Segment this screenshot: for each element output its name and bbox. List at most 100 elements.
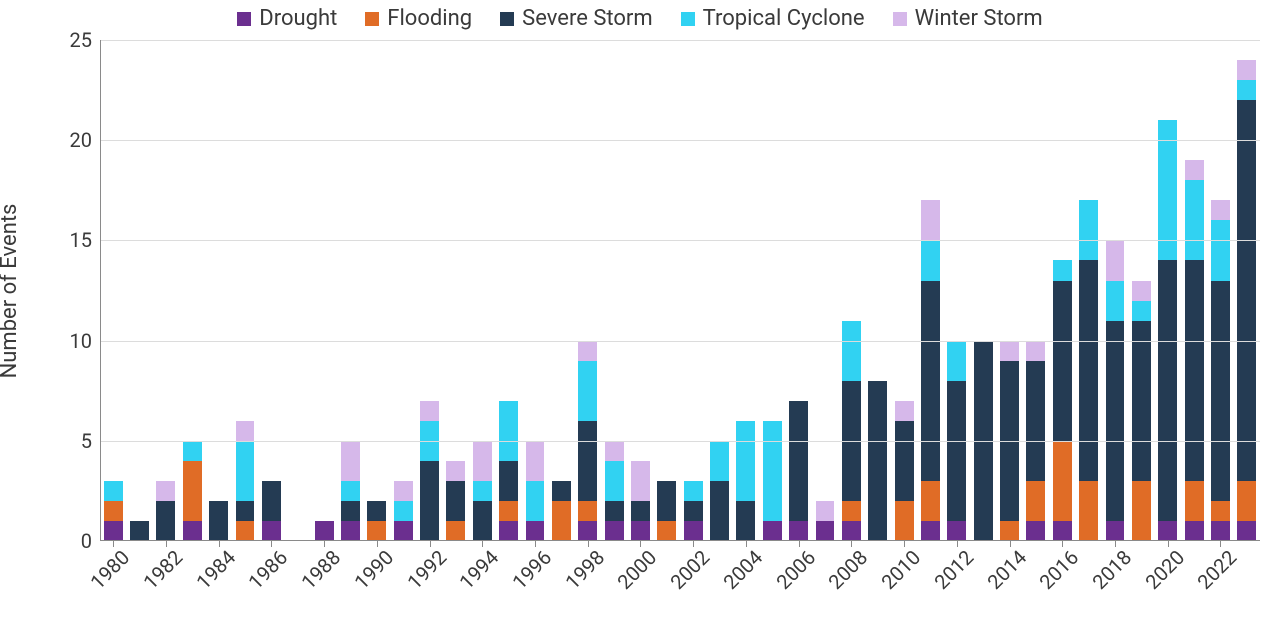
x-tick-label: 1990 [345, 541, 398, 594]
bar-segment-severe_storm [921, 281, 940, 481]
gridline [100, 341, 1260, 342]
y-axis-title: Number of Events [0, 203, 22, 378]
bar-segment-winter_storm [473, 441, 492, 481]
x-tick-mark [1010, 541, 1011, 547]
bar-segment-flooding [1000, 521, 1019, 541]
bar-segment-severe_storm [1158, 260, 1177, 521]
bar-2010 [895, 401, 914, 541]
bar-1991 [394, 481, 413, 541]
bar-1988 [315, 521, 334, 541]
bar-segment-severe_storm [710, 481, 729, 541]
x-tick-mark [1168, 541, 1169, 547]
legend-label: Flooding [387, 6, 472, 31]
x-tick-mark [957, 541, 958, 547]
x-tick-mark [377, 541, 378, 547]
bar-1981 [130, 521, 149, 541]
bar-segment-severe_storm [367, 501, 386, 521]
bar-2005 [763, 421, 782, 541]
bar-segment-flooding [367, 521, 386, 541]
bar-segment-drought [921, 521, 940, 541]
bar-segment-tropical_cyclone [1053, 260, 1072, 280]
bar-segment-winter_storm [446, 461, 465, 481]
bar-2019 [1132, 280, 1151, 541]
plot-area: 0510152025198019821984198619881990199219… [100, 40, 1260, 541]
bar-segment-drought [1106, 521, 1125, 541]
x-tick-label: 2014 [978, 541, 1031, 594]
bar-2003 [710, 441, 729, 541]
bar-1992 [420, 401, 439, 541]
bar-segment-severe_storm [1106, 321, 1125, 521]
bar-segment-tropical_cyclone [710, 441, 729, 481]
bar-segment-severe_storm [1185, 260, 1204, 480]
bar-2000 [631, 461, 650, 541]
bar-1993 [446, 461, 465, 541]
bar-segment-severe_storm [947, 381, 966, 521]
bar-1994 [473, 441, 492, 541]
x-tick-label: 1982 [134, 541, 187, 594]
bar-segment-winter_storm [921, 200, 940, 240]
bar-segment-tropical_cyclone [1106, 281, 1125, 321]
legend-swatch [365, 12, 379, 26]
x-tick-label: 2000 [609, 541, 662, 594]
bar-segment-tropical_cyclone [1237, 80, 1256, 100]
bar-segment-severe_storm [684, 501, 703, 521]
bar-segment-tropical_cyclone [684, 481, 703, 501]
y-tick-label: 10 [70, 329, 100, 353]
bar-segment-drought [262, 521, 281, 541]
bar-segment-tropical_cyclone [526, 481, 545, 521]
bar-2018 [1106, 240, 1125, 541]
bar-segment-winter_storm [578, 341, 597, 361]
bar-segment-severe_storm [1026, 361, 1045, 481]
bar-segment-drought [605, 521, 624, 541]
x-tick-mark [640, 541, 641, 547]
bar-segment-winter_storm [816, 501, 835, 521]
x-tick-label: 2006 [767, 541, 820, 594]
x-tick-label: 1984 [187, 541, 240, 594]
bar-1982 [156, 481, 175, 541]
x-tick-label: 2016 [1030, 541, 1083, 594]
x-tick-mark [746, 541, 747, 547]
bar-segment-winter_storm [1026, 341, 1045, 361]
bar-segment-tropical_cyclone [1211, 220, 1230, 280]
bar-2022 [1211, 200, 1230, 541]
bar-segment-drought [315, 521, 334, 541]
x-tick-label: 2022 [1189, 541, 1242, 594]
x-tick-mark [324, 541, 325, 547]
bar-segment-drought [842, 521, 861, 541]
bar-segment-drought [1237, 521, 1256, 541]
x-tick-mark [1115, 541, 1116, 547]
bar-2006 [789, 401, 808, 541]
bar-1995 [499, 401, 518, 541]
bar-segment-tropical_cyclone [394, 501, 413, 521]
bar-segment-severe_storm [1237, 100, 1256, 481]
bar-segment-flooding [446, 521, 465, 541]
bar-segment-winter_storm [156, 481, 175, 501]
bar-segment-flooding [1026, 481, 1045, 521]
bar-segment-tropical_cyclone [1079, 200, 1098, 260]
bar-segment-winter_storm [236, 421, 255, 441]
bar-segment-severe_storm [631, 501, 650, 521]
bar-segment-tropical_cyclone [236, 441, 255, 501]
bar-segment-flooding [657, 521, 676, 541]
bar-segment-tropical_cyclone [763, 421, 782, 521]
bar-segment-flooding [183, 461, 202, 521]
bar-segment-winter_storm [1185, 160, 1204, 180]
legend-label: Drought [259, 6, 337, 31]
bar-segment-flooding [236, 521, 255, 541]
x-tick-mark [1062, 541, 1063, 547]
bar-segment-severe_storm [1053, 281, 1072, 441]
bar-segment-severe_storm [446, 481, 465, 521]
x-tick-mark [1220, 541, 1221, 547]
bar-2002 [684, 481, 703, 541]
gridline [100, 441, 1260, 442]
bar-2023 [1237, 60, 1256, 541]
legend-label: Severe Storm [522, 6, 653, 31]
bar-2021 [1185, 160, 1204, 541]
bar-2007 [816, 501, 835, 541]
bar-segment-drought [526, 521, 545, 541]
x-tick-mark [851, 541, 852, 547]
legend-item-severe_storm: Severe Storm [500, 6, 653, 31]
x-tick-label: 2018 [1083, 541, 1136, 594]
bar-segment-severe_storm [578, 421, 597, 501]
bar-segment-tropical_cyclone [473, 481, 492, 501]
